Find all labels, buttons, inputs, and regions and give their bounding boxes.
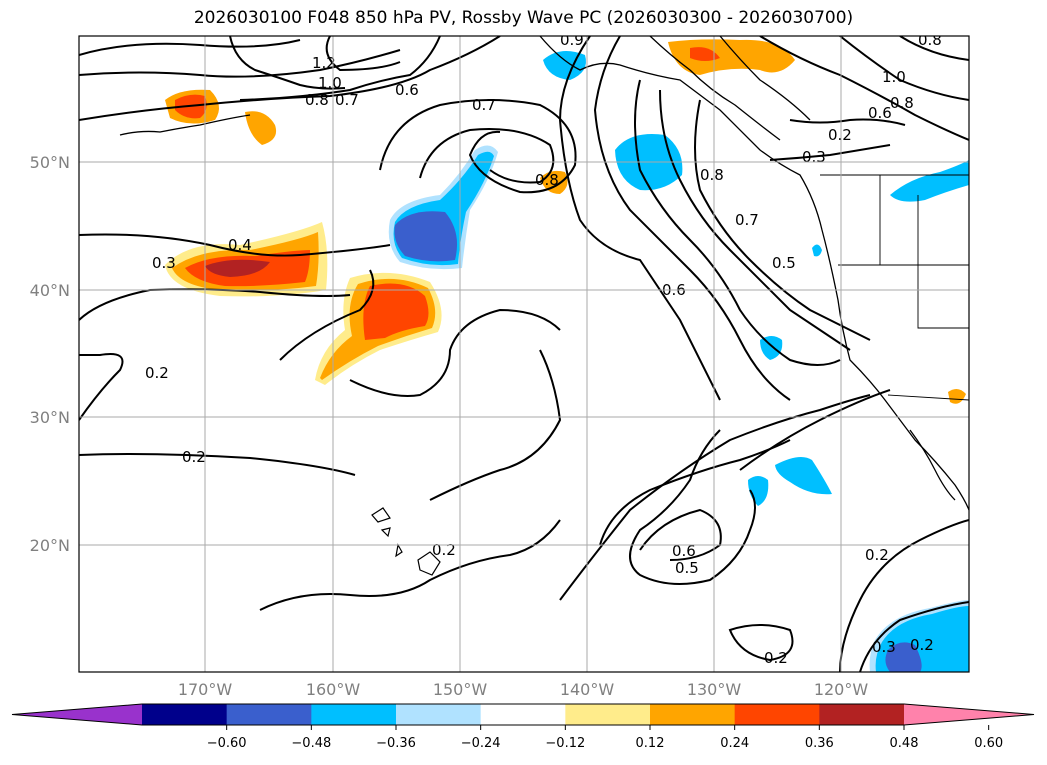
negative-anomalies: [388, 51, 969, 672]
colorbar-segment: [226, 704, 312, 725]
colorbar-extend-high: [904, 704, 1034, 725]
colorbar-segment: [650, 704, 736, 725]
contour-label: 0.9: [560, 31, 584, 49]
colorbar-segment: [142, 704, 228, 725]
colorbar-tick-label: 0.60: [974, 736, 1003, 751]
colorbar-tick-label: −0.12: [545, 736, 585, 751]
colorbar-segment: [819, 704, 905, 725]
contour-label: 1.0: [882, 68, 906, 86]
map-title: 2026030100 F048 850 hPa PV, Rossby Wave …: [193, 8, 854, 28]
contour-label: 0.5: [772, 254, 796, 272]
contour-label: 0.7: [335, 91, 359, 109]
lat-label: 40°N: [30, 281, 70, 300]
latitude-labels: 50°N 40°N 30°N 20°N: [30, 153, 70, 555]
contour-label: 0.8: [918, 31, 942, 49]
lon-label: 150°W: [433, 680, 488, 699]
lon-label: 120°W: [814, 680, 869, 699]
colorbar-tick-label: 0.24: [720, 736, 749, 751]
contour-label: 0.2: [910, 636, 934, 654]
contour-label: 0.2: [828, 126, 852, 144]
colorbar-tick-label: 0.36: [805, 736, 834, 751]
contour-label: 0.8: [535, 171, 559, 189]
lat-label: 50°N: [30, 153, 70, 172]
positive-anomalies: [165, 39, 966, 404]
colorbar-tick-label: −0.60: [207, 736, 247, 751]
contour-label: 0.6: [672, 542, 696, 560]
colorbar-segment: [396, 704, 482, 725]
lon-label: 130°W: [687, 680, 742, 699]
colorbar-tick-label: −0.48: [291, 736, 331, 751]
colorbar-segment: [480, 704, 566, 725]
colorbar: −0.60 −0.48 −0.36 −0.24 −0.12 0.12 0.24 0.36 0.4…: [11, 703, 1035, 751]
contour-labels: 1.2 1.0 0.8 0.7 0.6 0.9 0.8 1.0 0.8 0.6 …: [145, 31, 942, 667]
borders: [820, 174, 969, 401]
colorbar-tick-label: 0.12: [636, 736, 665, 751]
contour-label: 0.5: [675, 559, 699, 577]
contour-label: 0.2: [865, 546, 889, 564]
contour-label: 0.6: [868, 104, 892, 122]
colorbar-segment: [734, 704, 820, 725]
contour-label: 0.8: [890, 94, 914, 112]
contour-label: 1.0: [318, 74, 342, 92]
map-frame: [78, 35, 970, 673]
colorbar-segment: [565, 704, 651, 725]
lat-label: 20°N: [30, 536, 70, 555]
contour-label: 0.2: [432, 541, 456, 559]
contour-label: 0.2: [182, 448, 206, 466]
pv-contours: [79, 36, 969, 672]
contour-label: 0.2: [764, 649, 788, 667]
colorbar-extend-low: [12, 704, 142, 725]
lon-label: 140°W: [560, 680, 615, 699]
gridlines: [79, 36, 969, 672]
colorbar-tick-label: −0.36: [376, 736, 416, 751]
colorbar-tick-label: −0.24: [461, 736, 501, 751]
contour-label: 0.7: [472, 96, 496, 114]
contour-label: 0.3: [152, 254, 176, 272]
coastlines: [119, 36, 969, 511]
contour-label: 0.6: [395, 81, 419, 99]
contour-label: 0.4: [228, 236, 252, 254]
lat-label: 30°N: [30, 408, 70, 427]
contour-label: 0.8: [305, 91, 329, 109]
contour-label: 1.2: [312, 54, 336, 72]
lon-label: 160°W: [306, 680, 361, 699]
colorbar-segment: [311, 704, 397, 725]
hawaii-islands: [371, 507, 441, 576]
contour-label: 0.8: [700, 166, 724, 184]
map-panel: 1.2 1.0 0.8 0.7 0.6 0.9 0.8 1.0 0.8 0.6 …: [79, 31, 969, 672]
contour-label: 0.3: [872, 638, 896, 656]
colorbar-tick-label: 0.48: [890, 736, 919, 751]
contour-label: 0.7: [735, 211, 759, 229]
lon-label: 170°W: [178, 680, 233, 699]
colorbar-outline: [11, 703, 1035, 726]
longitude-labels: 170°W 160°W 150°W 140°W 130°W 120°W: [178, 680, 869, 699]
contour-label: 0.2: [145, 364, 169, 382]
contour-label: 0.3: [802, 148, 826, 166]
